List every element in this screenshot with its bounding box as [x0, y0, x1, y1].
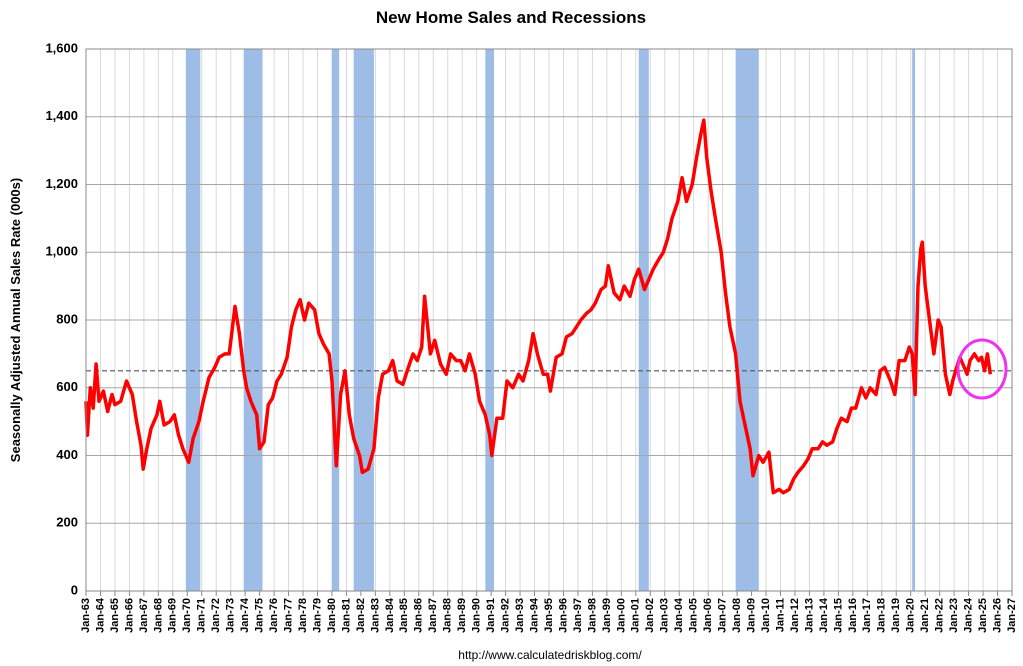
x-tick-label: Jan-76: [268, 598, 280, 633]
x-tick-label: Jan-88: [442, 598, 454, 633]
x-tick-label: Jan-81: [340, 598, 352, 633]
x-tick-label: Jan-00: [615, 598, 627, 633]
x-tick-label: Jan-95: [543, 598, 555, 633]
x-tick-label: Jan-78: [297, 598, 309, 633]
x-tick-label: Jan-94: [528, 597, 540, 633]
x-tick-label: Jan-71: [196, 598, 208, 633]
plot: Jan-63 Jan-64 Jan-65 Jan-66 Jan-67 Jan-68 Jan-…: [45, 40, 1017, 632]
x-tick-label: Jan-06: [702, 598, 714, 633]
x-tick-label: Jan-86: [413, 598, 425, 633]
y-tick-label: 1,400: [45, 108, 78, 123]
plot-border: [85, 48, 1013, 592]
x-tick-label: Jan-23: [948, 598, 960, 633]
x-tick-label: Jan-01: [630, 598, 642, 633]
x-tick-label: Jan-27: [1006, 598, 1018, 633]
x-tick-label: Jan-22: [934, 598, 946, 633]
x-tick-label: Jan-83: [369, 598, 381, 633]
y-tick-label: 800: [56, 311, 78, 326]
x-tick-label: Jan-07: [717, 598, 729, 633]
x-tick-label: Jan-98: [586, 598, 598, 633]
x-tick-label: Jan-66: [123, 598, 135, 633]
x-tick-label: Jan-79: [311, 598, 323, 633]
x-tick-label: Jan-73: [225, 598, 237, 633]
x-tick-label: Jan-04: [673, 597, 685, 633]
x-tick-label: Jan-67: [138, 598, 150, 633]
x-tick-label: Jan-26: [991, 598, 1003, 633]
y-tick-label: 1,200: [45, 176, 78, 191]
x-tick-label: Jan-69: [167, 598, 179, 633]
x-tick-label: Jan-18: [876, 598, 888, 633]
x-tick-label: Jan-17: [861, 598, 873, 633]
y-tick-label: 200: [56, 515, 78, 530]
x-tick-label: Jan-15: [832, 598, 844, 633]
x-tick-label: Jan-92: [500, 598, 512, 633]
chart-title: New Home Sales and Recessions: [376, 8, 646, 27]
x-tick-label: Jan-90: [471, 598, 483, 633]
x-tick-label: Jan-13: [803, 598, 815, 633]
x-tick-label: Jan-82: [355, 598, 367, 633]
sales-line: [84, 118, 993, 495]
x-tick-label: Jan-12: [789, 598, 801, 633]
x-tick-label: Jan-68: [152, 598, 164, 633]
x-tick-label: Jan-89: [456, 598, 468, 633]
y-tick-label: 600: [56, 379, 78, 394]
x-tick-label: Jan-14: [818, 597, 830, 633]
y-tick-label: 400: [56, 447, 78, 462]
x-tick-label: Jan-20: [905, 598, 917, 633]
x-tick-label: Jan-75: [254, 598, 266, 633]
y-axis-label: Seasonally Adjusted Annual Sales Rate (0…: [8, 178, 23, 462]
x-tick-label: Jan-97: [572, 598, 584, 633]
x-tick-label: Jan-10: [760, 598, 772, 633]
x-tick-label: Jan-02: [644, 598, 656, 633]
x-tick-label: Jan-93: [514, 598, 526, 633]
x-tick-label: Jan-21: [919, 598, 931, 633]
x-tick-label: Jan-77: [282, 598, 294, 633]
y-tick-label: 1,000: [45, 244, 78, 259]
x-tick-label: Jan-91: [485, 598, 497, 633]
highlight-circle: [956, 338, 1008, 400]
x-tick-label: Jan-63: [80, 598, 92, 633]
x-tick-label: Jan-05: [688, 598, 700, 633]
x-tick-label: Jan-19: [890, 598, 902, 633]
y-tick-label: 1,600: [45, 40, 78, 55]
x-tick-label: Jan-70: [181, 598, 193, 633]
x-tick-label: Jan-72: [210, 598, 222, 633]
x-tick-label: Jan-74: [239, 597, 251, 633]
x-tick-label: Jan-85: [398, 598, 410, 633]
x-tick-label: Jan-80: [326, 598, 338, 633]
x-tick-label: Jan-09: [745, 598, 757, 633]
x-tick-label: Jan-96: [557, 598, 569, 633]
y-tick-label: 0: [71, 582, 78, 597]
source: http://www.calculatedriskblog.com/: [458, 648, 642, 662]
x-tick-label: Jan-16: [847, 598, 859, 633]
x-tick-label: Jan-87: [427, 598, 439, 633]
x-tick-label: Jan-99: [601, 598, 613, 633]
x-tick-label: Jan-24: [963, 597, 975, 633]
x-tick-label: Jan-11: [774, 598, 786, 632]
x-tick-label: Jan-84: [384, 597, 396, 633]
x-tick-label: Jan-03: [659, 598, 671, 633]
x-tick-label: Jan-08: [731, 598, 743, 633]
x-tick-label: Jan-25: [977, 598, 989, 633]
x-tick-label: Jan-64: [94, 597, 106, 633]
x-tick-label: Jan-65: [109, 598, 121, 633]
